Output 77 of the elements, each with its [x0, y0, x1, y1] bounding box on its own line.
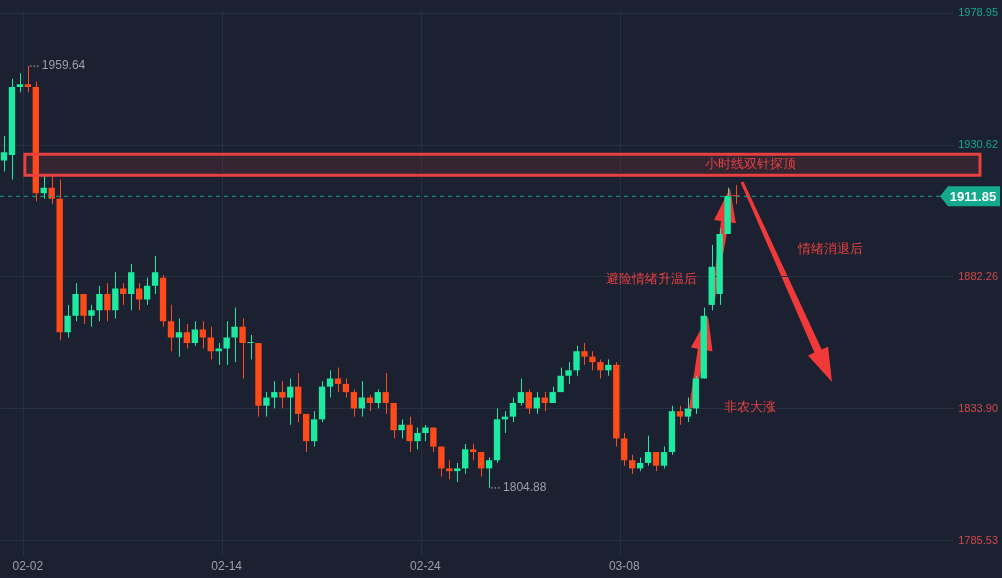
candlestick — [247, 334, 254, 360]
candlestick — [112, 271, 119, 320]
annotation: 非农大涨 — [724, 399, 776, 415]
candlestick — [72, 282, 79, 322]
candlestick — [477, 451, 485, 478]
candlestick — [175, 318, 183, 358]
candlestick — [128, 263, 135, 311]
candlestick — [24, 65, 32, 93]
y-tick-label: 1833.90 — [958, 401, 998, 414]
y-tick-label: 1930.62 — [958, 138, 998, 151]
candlestick — [96, 285, 103, 322]
candlestick — [406, 416, 413, 453]
candlestick — [191, 320, 199, 347]
candlestick — [525, 388, 532, 415]
candlestick — [644, 435, 652, 467]
candlestick — [581, 342, 588, 366]
x-tick-label: 02-02 — [12, 559, 44, 574]
candlestick — [382, 372, 389, 415]
candlestick — [0, 135, 8, 172]
annotation: 1959.64 — [41, 58, 86, 73]
candlestick — [629, 454, 636, 475]
candlestick — [732, 184, 739, 205]
candlestick — [104, 282, 111, 322]
band-label: 小时线双针探顶 — [704, 156, 796, 172]
annotation: 情绪消退后 — [797, 241, 863, 257]
candlestick — [398, 418, 405, 439]
candlestick — [573, 345, 580, 377]
y-tick-label: 1978.95 — [958, 6, 998, 19]
candlestick — [517, 377, 525, 407]
x-tick-label: 03-08 — [608, 559, 640, 574]
candlestick — [80, 293, 87, 325]
candlestick — [207, 326, 214, 360]
annotation: 1804.88 — [503, 480, 547, 495]
candlestick — [143, 277, 151, 306]
candlestick — [430, 427, 437, 453]
candlestick — [438, 446, 445, 478]
candlestick — [660, 446, 668, 469]
candlestick — [199, 320, 206, 349]
candlestick — [589, 350, 596, 371]
ref-line-label: 1911.85 — [949, 188, 997, 204]
candlestick — [271, 380, 278, 409]
candlestick — [183, 323, 191, 349]
candlestick — [597, 358, 604, 379]
candlestick — [509, 397, 517, 423]
candlestick — [557, 367, 564, 393]
y-tick-label: 1785.53 — [958, 533, 998, 546]
candlestick — [350, 388, 358, 418]
candlestick — [88, 304, 95, 328]
candlestick — [462, 443, 469, 475]
candlestick — [279, 380, 286, 409]
candlestick — [151, 255, 159, 295]
candlestick — [485, 457, 493, 489]
candlestick — [310, 410, 318, 448]
candlestick — [676, 405, 684, 426]
candlestick — [684, 397, 692, 423]
candlestick — [454, 462, 461, 483]
candlestick — [287, 377, 294, 426]
candlestick — [374, 388, 381, 409]
candlestick — [223, 320, 230, 366]
candlestick — [326, 369, 334, 399]
y-tick-label: 1882.26 — [958, 269, 998, 282]
candlestick — [64, 304, 71, 339]
candlestick — [16, 72, 24, 93]
x-tick-label: 02-14 — [211, 559, 243, 574]
x-tick-label: 02-24 — [410, 559, 442, 574]
candlestick — [621, 432, 628, 467]
candlestick — [652, 451, 660, 472]
candlestick — [565, 361, 572, 385]
candlestick — [167, 304, 175, 352]
annotation: 避险情绪升温后 — [606, 271, 697, 287]
candlestick — [446, 459, 453, 480]
candlestick — [231, 307, 238, 363]
candlestick — [263, 391, 270, 418]
candlestick — [239, 318, 246, 379]
candlestick — [414, 427, 421, 450]
candlestick — [334, 367, 342, 393]
candlestick — [342, 377, 350, 399]
